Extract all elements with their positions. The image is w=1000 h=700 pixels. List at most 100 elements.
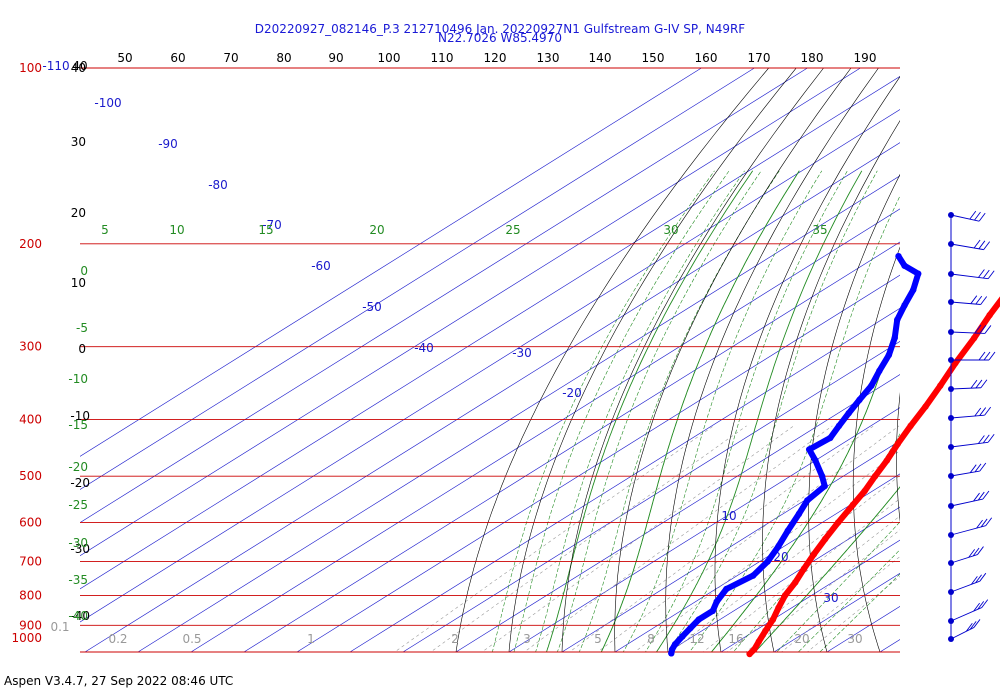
dewpoint-point <box>891 334 898 342</box>
pressure-label: 500 <box>19 469 42 483</box>
wind-barb-feather <box>970 379 978 389</box>
sounding-traces <box>668 253 1000 658</box>
dewpoint-point <box>821 482 828 490</box>
wind-barb-feather <box>976 519 983 529</box>
dry-adiabat-line <box>455 68 770 652</box>
wind-barb-feather <box>969 210 977 220</box>
wind-barb-shaft <box>950 243 984 251</box>
mixing-ratio-label: 16 <box>728 632 743 646</box>
wind-barb-column <box>948 210 996 642</box>
temperature-point <box>769 616 777 623</box>
temperature-point <box>952 359 959 367</box>
moist-adiabat-line <box>645 170 848 652</box>
isotherm-label: -40 <box>414 341 434 355</box>
temperature-point <box>810 551 818 558</box>
dry-adiabat-lines <box>455 68 900 652</box>
wind-barb-feather <box>969 621 977 630</box>
temperature-point <box>835 519 842 526</box>
wind-barb-feather <box>982 434 990 444</box>
isotherm-line <box>137 175 900 652</box>
wind-barb-feather <box>979 324 987 334</box>
mixing-ratio-label: 0.5 <box>182 632 201 646</box>
isotherm-line <box>190 208 900 652</box>
wind-barb-feather <box>984 325 992 334</box>
pressure-label: 200 <box>19 237 42 251</box>
left-scale-label: -20 <box>70 476 90 490</box>
top-scale-label: 160 <box>695 51 718 65</box>
wind-barb-feather <box>985 517 993 526</box>
wind-barb-feather <box>970 295 978 304</box>
top-scale-label: 180 <box>801 51 824 65</box>
wind-barb-feather <box>977 491 985 501</box>
mixing-ratio-label: 3 <box>523 632 531 646</box>
theta-e-label: 35 <box>812 223 827 237</box>
top-scale-label: 150 <box>642 51 665 65</box>
dewpoint-point <box>901 302 908 309</box>
wind-barb-feather <box>974 211 981 221</box>
moist-adiabat-line <box>535 170 745 652</box>
wind-barb-feather <box>975 574 982 584</box>
dry-adiabat-line <box>614 68 852 652</box>
left-scale-label: 30 <box>71 135 86 149</box>
isotherm-line <box>561 440 900 652</box>
isotherm-label: -70 <box>262 218 282 232</box>
temperature-point <box>907 422 914 430</box>
dewpoint-point <box>894 316 901 324</box>
isotherm-label: 10 <box>721 509 736 523</box>
wind-barb-shaft <box>950 441 989 448</box>
dry-adiabat-line <box>665 68 879 652</box>
top-scale-label: 80 <box>276 51 291 65</box>
wind-barb-feather <box>974 407 982 417</box>
mixing-ratio-label: 5 <box>594 632 602 646</box>
wind-barb-shaft <box>950 525 986 536</box>
mixing-ratio-line <box>569 425 874 652</box>
dewpoint-point <box>806 446 813 453</box>
wind-barb-feather <box>979 407 987 416</box>
wind-barb-feather <box>968 549 976 558</box>
dewpoint-point <box>804 497 811 504</box>
temperature-point <box>849 501 857 509</box>
pressure-label: 1000 <box>11 631 42 645</box>
temperature-point <box>883 457 891 464</box>
pressure-label: 300 <box>19 340 42 354</box>
top-scale-label: 110 <box>431 51 454 65</box>
temperature-point <box>937 382 944 389</box>
temperature-point <box>755 638 762 645</box>
wind-barb-feather <box>982 269 990 279</box>
software-footer: Aspen V3.4.7, 27 Sep 2022 08:46 UTC <box>4 674 234 688</box>
dewpoint-point <box>671 641 679 648</box>
pressure-label: 900 <box>19 618 42 632</box>
wind-barb-feather <box>973 602 981 612</box>
mixing-ratio-label: 0.2 <box>108 632 127 646</box>
mixing-ratio-line <box>430 425 747 652</box>
wind-barb-feather <box>980 296 988 305</box>
moist-adiabat-line <box>600 170 800 652</box>
isotherm-line <box>402 341 900 652</box>
left-scale-label: 20 <box>71 206 86 220</box>
mixing-ratio-line <box>780 556 900 652</box>
wind-barb-feather <box>978 351 986 361</box>
dewpoint-point <box>812 457 819 464</box>
isotherm-label: -90 <box>158 137 178 151</box>
dewpoint-point <box>845 410 852 417</box>
dewpoint-point <box>915 270 922 277</box>
dry-adiabat-label: -5 <box>76 321 88 335</box>
mixing-ratio-label: 30 <box>847 632 862 646</box>
isotherm-label: -30 <box>512 346 532 360</box>
dewpoint-point <box>818 473 826 480</box>
dry-adiabat-line <box>714 76 900 652</box>
temperature-point <box>775 604 782 611</box>
pressure-label: 800 <box>19 588 42 602</box>
moist-adiabat-line <box>578 170 780 652</box>
mixing-ratio-line <box>806 576 900 652</box>
isotherm-label: -20 <box>562 386 582 400</box>
wind-barb-shaft <box>950 580 980 593</box>
wind-barb-shaft <box>950 470 980 477</box>
wind-barb-feather <box>978 269 985 278</box>
wind-barb-feather <box>965 623 973 632</box>
temperature-point <box>746 650 753 658</box>
wind-barb-feather <box>982 490 990 500</box>
top-scale-label: 190 <box>854 51 877 65</box>
top-scale-label: 130 <box>537 51 560 65</box>
mixing-ratio-line <box>726 515 900 652</box>
